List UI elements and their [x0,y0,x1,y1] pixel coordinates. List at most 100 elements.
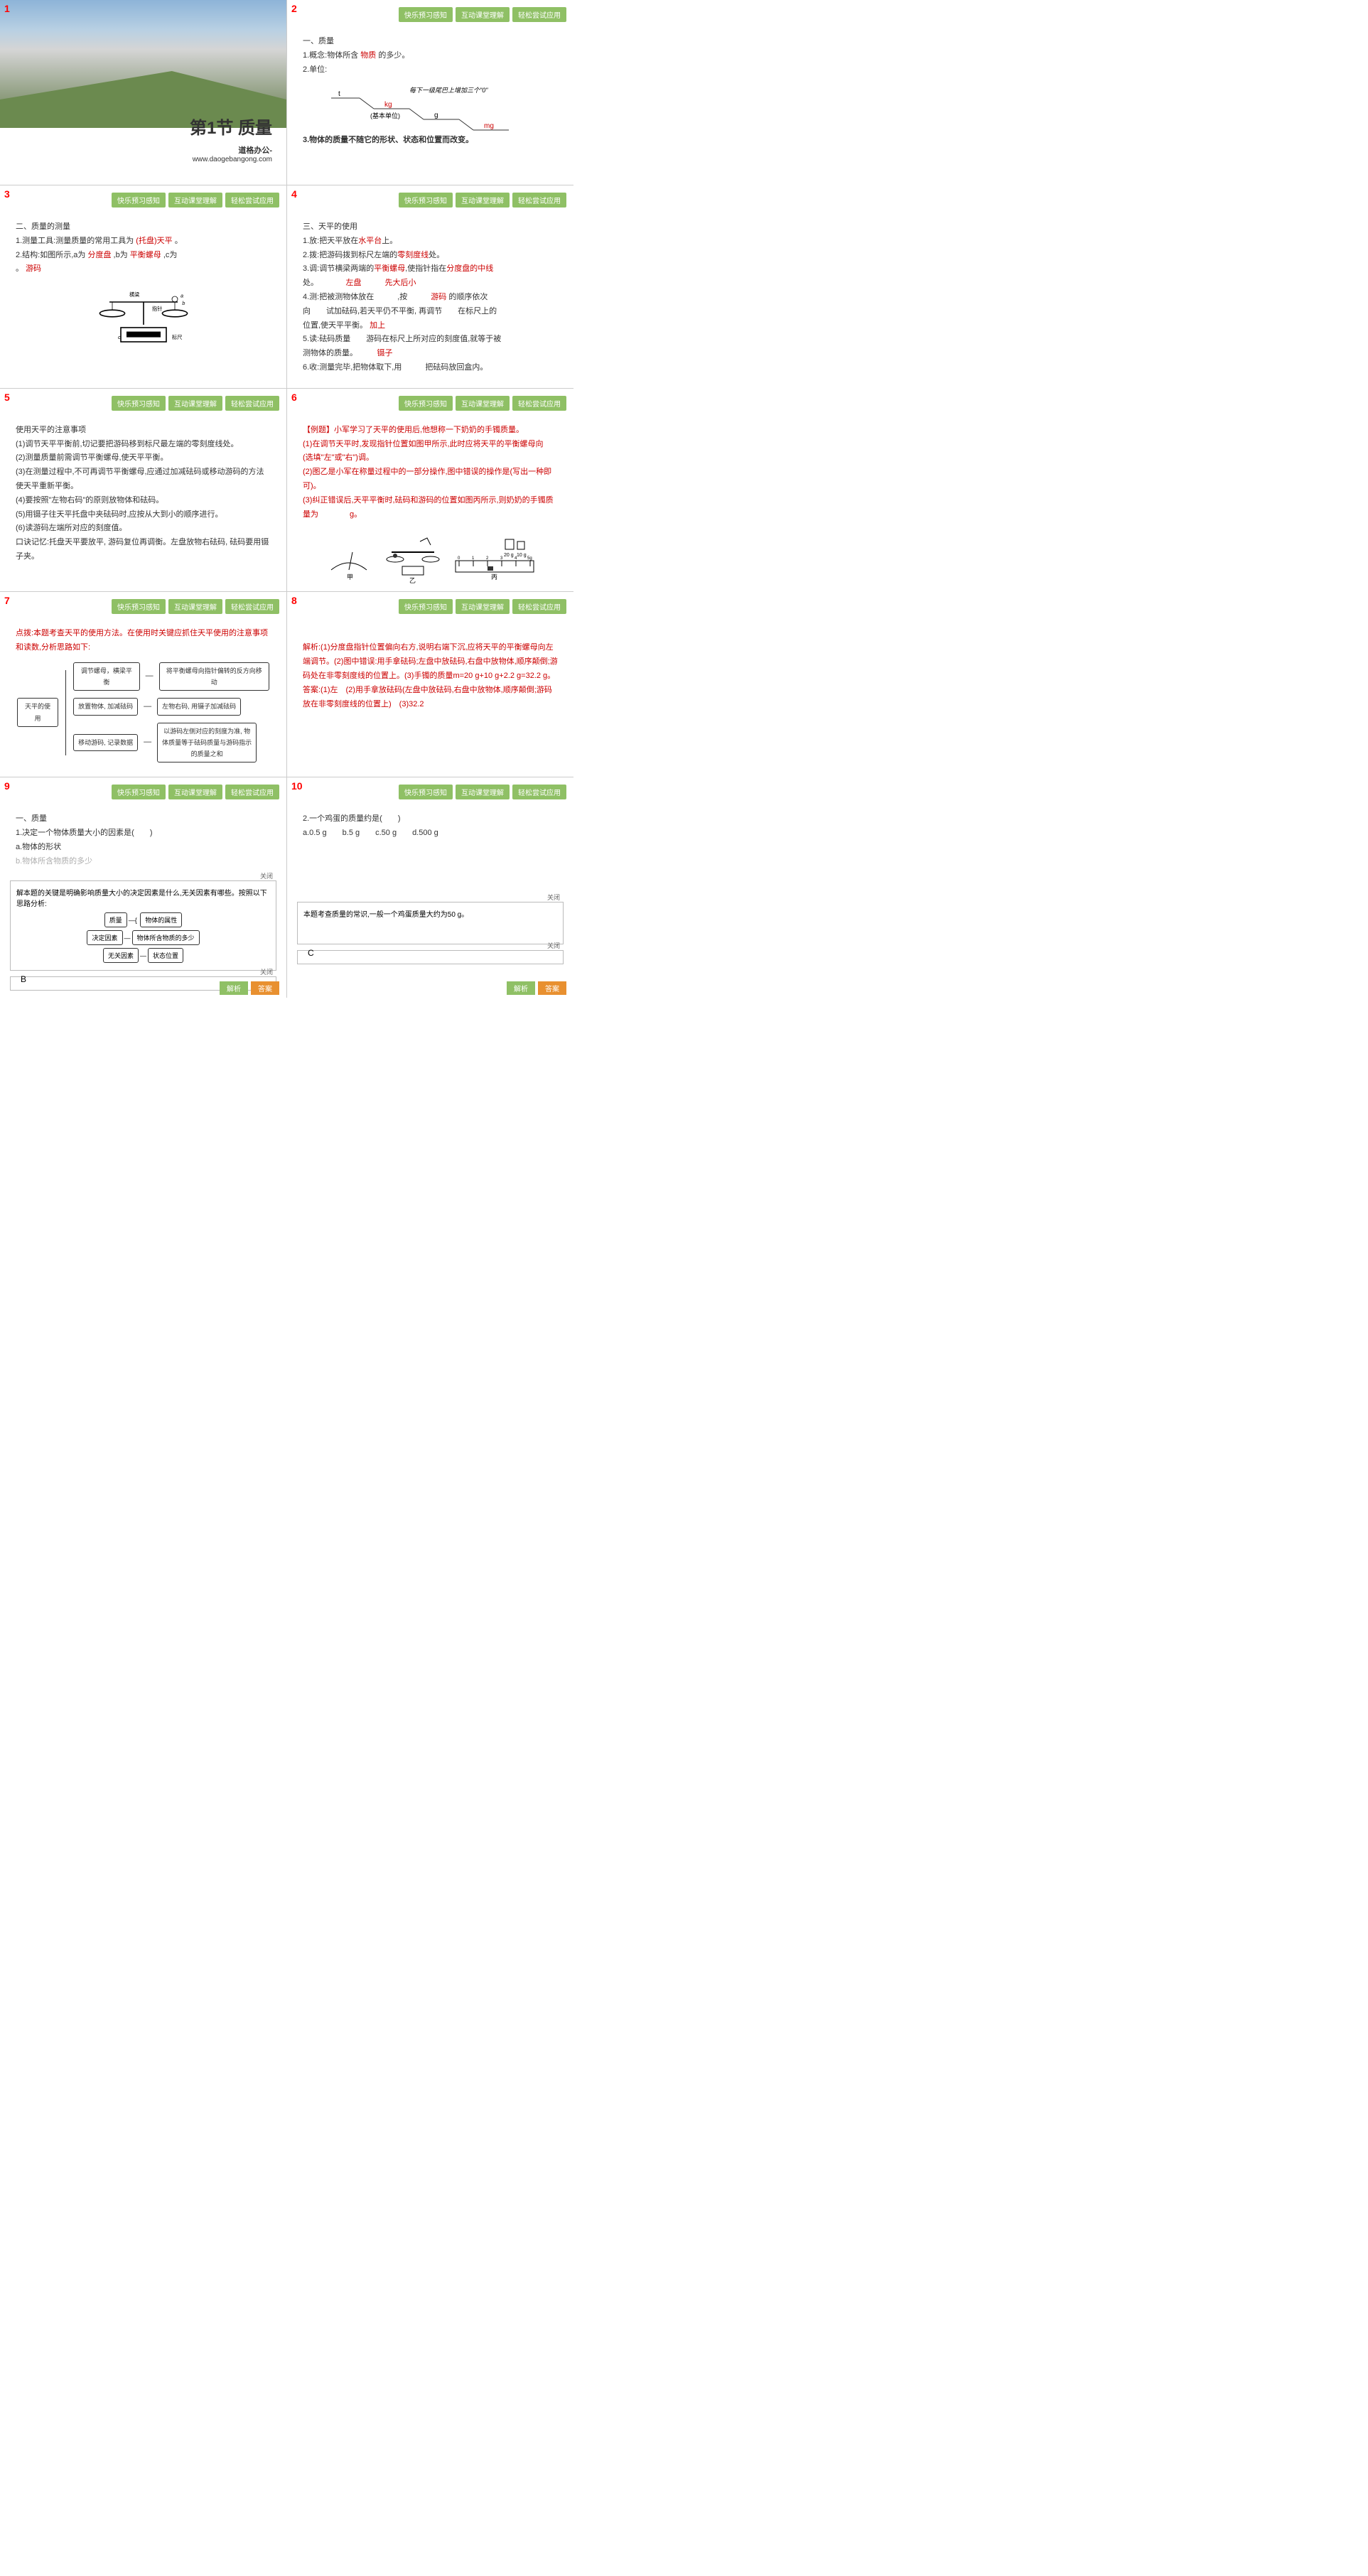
slide-number: 2 [291,3,297,14]
svg-text:g: g [434,112,438,119]
close-button[interactable]: 关闭 [547,941,560,950]
content: 使用天平的注意事项 (1)调节天平平衡前,切记要把游码移到标尺最左端的零刻度线处… [7,418,279,570]
close-button[interactable]: 关闭 [260,871,273,880]
analysis-button[interactable]: 解析 [507,981,535,995]
slide-number: 3 [4,188,10,200]
slide-4: 4 快乐预习感知 互动课堂理解 轻松尝试应用 三、天平的使用 1.放:把天平放在… [287,185,573,388]
tab-2[interactable]: 互动课堂理解 [456,396,510,411]
tab-1[interactable]: 快乐预习感知 [112,396,166,411]
heading: 二、质量的测量 [16,220,271,235]
mountain-image [0,0,286,99]
content: 一、质量 1.概念:物体所含 物质 的多少。 2.单位: t kg g mg (… [294,29,566,153]
tab-3[interactable]: 轻松尝试应用 [225,193,279,208]
svg-text:20 g: 20 g [504,553,514,558]
close-button[interactable]: 关闭 [547,893,560,902]
unit-diagram: t kg g mg (基本单位) 每下一级尾巴上增加三个"0" [317,84,544,126]
content: 二、质量的测量 1.测量工具:测量质量的常用工具为 (托盘)天平 。 2.结构:… [7,215,279,373]
svg-text:指针: 指针 [152,306,162,312]
slide-6: 6 快乐预习感知 互动课堂理解 轻松尝试应用 【例题】小军学习了天平的使用后,他… [287,389,573,592]
content: 点拨:本题考查天平的使用方法。在使用时关键应抓住天平使用的注意事项和读数,分析思… [7,621,279,770]
bottom-buttons: 解析 答案 [507,981,566,995]
svg-text:0: 0 [458,556,461,561]
tab-2[interactable]: 互动课堂理解 [168,396,222,411]
tab-2[interactable]: 互动课堂理解 [456,599,510,614]
slide-2: 2 快乐预习感知 互动课堂理解 轻松尝试应用 一、质量 1.概念:物体所含 物质… [287,0,573,185]
svg-text:kg: kg [384,101,392,109]
line2: 2.结构:如图所示,a为 分度盘 ,b为 平衡螺母 ,c为 [16,249,271,263]
slide-number: 9 [4,780,10,792]
svg-text:b: b [182,300,185,306]
svg-text:10 g: 10 g [517,553,527,558]
close-button[interactable]: 关闭 [260,967,273,976]
tab-3[interactable]: 轻松尝试应用 [225,785,279,799]
tab-3[interactable]: 轻松尝试应用 [512,7,566,22]
tab-1[interactable]: 快乐预习感知 [112,599,166,614]
tabs: 快乐预习感知 互动课堂理解 轻松尝试应用 [294,396,566,411]
slide-number: 5 [4,392,10,403]
tabs: 快乐预习感知 互动课堂理解 轻松尝试应用 [7,396,279,411]
slide-8: 8 快乐预习感知 互动课堂理解 轻松尝试应用 解析:(1)分度盘指针位置偏向右方… [287,592,573,777]
line1: 1.测量工具:测量质量的常用工具为 (托盘)天平 。 [16,235,271,249]
slide-number: 7 [4,595,10,606]
content: 三、天平的使用 1.放:把天平放在水平台上。 2.拨:把游码拨到标尺左端的零刻度… [294,215,566,381]
svg-text:乙: 乙 [409,577,416,584]
svg-text:每下一级尾巴上增加三个"0": 每下一级尾巴上增加三个"0" [409,87,488,94]
flowchart: 天平的使用 调节螺母，横梁平衡 — 将平衡螺母向指针偏转的反方向移动 放置物体,… [16,661,271,764]
slide-1: 1 第1节 质量 道格办公- www.daogebangong.com [0,0,286,185]
tab-2[interactable]: 互动课堂理解 [168,193,222,208]
analysis-button[interactable]: 解析 [220,981,248,995]
heading: 一、质量 [303,35,558,49]
tabs: 快乐预习感知 互动课堂理解 轻松尝试应用 [7,599,279,614]
svg-text:a: a [181,293,183,299]
svg-text:5g: 5g [527,556,532,561]
tab-1[interactable]: 快乐预习感知 [399,599,453,614]
tab-1[interactable]: 快乐预习感知 [399,396,453,411]
tab-2[interactable]: 互动课堂理解 [168,785,222,799]
answer: C [308,948,314,958]
slide-3: 3 快乐预习感知 互动课堂理解 轻松尝试应用 二、质量的测量 1.测量工具:测量… [0,185,286,388]
title-area: 第1节 质量 道格办公- www.daogebangong.com [190,114,272,163]
line1: 1.概念:物体所含 物质 的多少。 [303,49,558,63]
svg-text:(基本单位): (基本单位) [370,112,400,119]
slide-number: 10 [291,780,303,792]
tab-2[interactable]: 互动课堂理解 [456,785,510,799]
tab-1[interactable]: 快乐预习感知 [112,785,166,799]
svg-text:横梁: 横梁 [129,291,139,298]
mini-flowchart: 质量—{ 物体的属性 决定因素—物体所含物质的多少 无关因素—状态位置 [16,911,270,964]
svg-text:丙: 丙 [491,573,497,581]
heading: 三、天平的使用 [303,220,558,235]
tab-1[interactable]: 快乐预习感知 [399,7,453,22]
heading: 使用天平的注意事项 [16,424,271,438]
analysis-popup: 关闭 解本题的关键是明确影响质量大小的决定因素是什么,无关因素有哪些。按照以下思… [10,880,276,971]
lesson-title: 第1节 质量 [190,114,272,139]
tab-3[interactable]: 轻松尝试应用 [512,396,566,411]
answer-button[interactable]: 答案 [538,981,566,995]
slide-grid: 1 第1节 质量 道格办公- www.daogebangong.com 2 快乐… [0,0,573,998]
balance-diagram: 横梁 指针 标尺 a b c [16,284,271,360]
tabs: 快乐预习感知 互动课堂理解 轻松尝试应用 [294,7,566,22]
answer-button[interactable]: 答案 [251,981,279,995]
analysis-popup: 关闭 本题考查质量的常识,一般一个鸡蛋质量大约为50 g。 [297,902,564,944]
answer: B [21,974,26,984]
tabs: 快乐预习感知 互动课堂理解 轻松尝试应用 [294,599,566,614]
tab-2[interactable]: 互动课堂理解 [456,193,510,208]
slide-number: 8 [291,595,297,606]
tab-3[interactable]: 轻松尝试应用 [225,396,279,411]
tab-1[interactable]: 快乐预习感知 [399,785,453,799]
tab-1[interactable]: 快乐预习感知 [112,193,166,208]
tab-2[interactable]: 互动课堂理解 [168,599,222,614]
tab-3[interactable]: 轻松尝试应用 [512,193,566,208]
tab-3[interactable]: 轻松尝试应用 [512,599,566,614]
content: 解析:(1)分度盘指针位置偏向右方,说明右端下沉,应将天平的平衡螺母向左端调节。… [294,635,566,717]
bottom-buttons: 解析 答案 [220,981,279,995]
slide-number: 1 [4,3,10,14]
line2: 2.单位: [303,63,558,77]
tab-1[interactable]: 快乐预习感知 [399,193,453,208]
tab-3[interactable]: 轻松尝试应用 [512,785,566,799]
tab-3[interactable]: 轻松尝试应用 [225,599,279,614]
tabs: 快乐预习感知 互动课堂理解 轻松尝试应用 [294,193,566,208]
tab-2[interactable]: 互动课堂理解 [456,7,510,22]
slide-number: 6 [291,392,297,403]
slide-9: 9 快乐预习感知 互动课堂理解 轻松尝试应用 一、质量 1.决定一个物体质量大小… [0,777,286,997]
svg-text:2: 2 [486,556,489,561]
